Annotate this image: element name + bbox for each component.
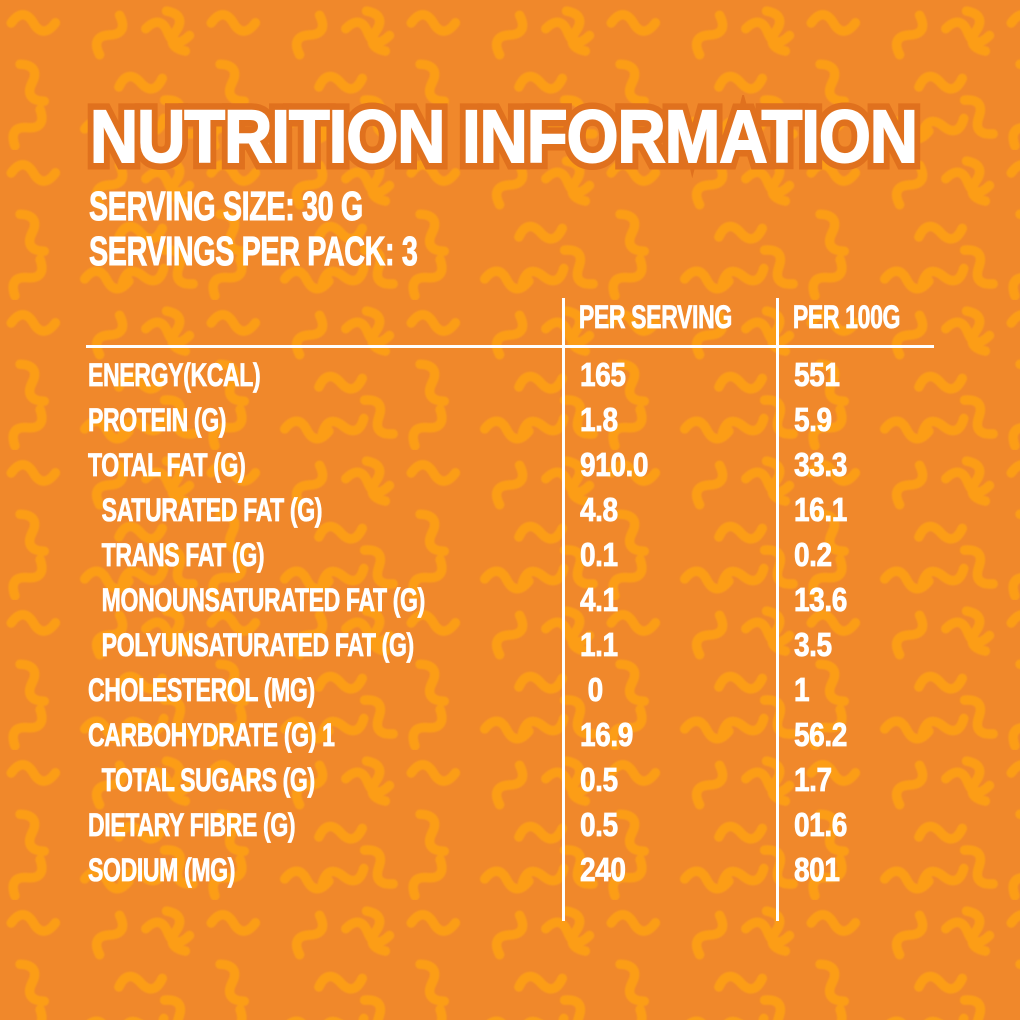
value-per-100g: 33.3 <box>794 446 848 483</box>
row-label: MONOUNSATURATED FAT (G) <box>101 581 425 618</box>
value-per-100g: 1 <box>794 671 810 708</box>
value-per-serving: 0.1 <box>580 536 619 573</box>
value-per-serving: 16.9 <box>580 716 634 753</box>
row-label: TOTAL FAT (G) <box>88 446 246 483</box>
value-per-100g: 56.2 <box>794 716 848 753</box>
table-row-polyunsaturated-fat: POLYUNSATURATED FAT (G) 1.1 3.5 <box>88 622 934 667</box>
page-title-outline: NUTRITION INFORMATION <box>83 92 924 181</box>
value-per-serving: 0.5 <box>580 806 619 843</box>
page-title-text: NUTRITION INFORMATION <box>89 95 919 178</box>
value-per-100g: 13.6 <box>794 581 848 618</box>
table-row-cholesterol: CHOLESTEROL (MG) 0 1 <box>88 667 934 712</box>
page-title: NUTRITION INFORMATION NUTRITION INFORMAT… <box>83 92 924 181</box>
row-label: PROTEIN (G) <box>88 401 227 438</box>
table-row-energy: ENERGY(KCAL) 165 551 <box>88 352 934 397</box>
table-row-saturated-fat: SATURATED FAT (G) 4.8 16.1 <box>88 487 934 532</box>
row-label: SATURATED FAT (G) <box>101 491 323 528</box>
value-per-serving: 4.1 <box>580 581 619 618</box>
column-header-per-serving: PER SERVING <box>578 298 733 335</box>
serving-size-line: SERVING SIZE: 30 G <box>89 183 364 229</box>
table-row-trans-fat: TRANS FAT (G) 0.1 0.2 <box>88 532 934 577</box>
value-per-100g: 5.9 <box>794 401 833 438</box>
row-label: ENERGY(KCAL) <box>88 356 261 393</box>
row-label: SODIUM (MG) <box>88 851 236 888</box>
value-per-serving: 1.1 <box>580 626 619 663</box>
header-divider-line <box>86 345 934 348</box>
servings-per-pack-line: SERVINGS PER PACK: 3 <box>89 228 419 274</box>
row-label: CARBOHYDRATE (G) 1 <box>88 716 335 753</box>
value-per-100g: 1.7 <box>794 761 833 798</box>
value-per-serving: 4.8 <box>580 491 619 528</box>
column-divider-per-serving <box>562 298 565 921</box>
value-per-serving: 910.0 <box>580 446 649 483</box>
table-row-carbohydrate: CARBOHYDRATE (G) 1 16.9 56.2 <box>88 712 934 757</box>
table-row-dietary-fibre: DIETARY FIBRE (G) 0.5 01.6 <box>88 802 934 847</box>
row-label: CHOLESTEROL (MG) <box>88 671 316 708</box>
table-row-total-sugars: TOTAL SUGARS (G) 0.5 1.7 <box>88 757 934 802</box>
row-label: DIETARY FIBRE (G) <box>88 806 296 843</box>
table-row-protein: PROTEIN (G) 1.8 5.9 <box>88 397 934 442</box>
row-label: TOTAL SUGARS (G) <box>101 761 315 798</box>
value-per-100g: 16.1 <box>794 491 848 528</box>
value-per-100g: 0.2 <box>794 536 833 573</box>
column-divider-per-100g <box>776 298 779 921</box>
row-label: TRANS FAT (G) <box>101 536 265 573</box>
value-per-100g: 801 <box>794 851 841 888</box>
value-per-100g: 3.5 <box>794 626 833 663</box>
value-per-serving: 240 <box>580 851 627 888</box>
value-per-100g: 551 <box>794 356 841 393</box>
value-per-serving: 0.5 <box>580 761 619 798</box>
value-per-100g: 01.6 <box>794 806 848 843</box>
value-per-serving: 0 <box>587 671 603 708</box>
table-row-monounsaturated-fat: MONOUNSATURATED FAT (G) 4.1 13.6 <box>88 577 934 622</box>
table-header-row: PER SERVING PER 100G <box>88 294 934 339</box>
value-per-serving: 165 <box>580 356 627 393</box>
table-row-total-fat: TOTAL FAT (G) 910.0 33.3 <box>88 442 934 487</box>
value-per-serving: 1.8 <box>580 401 619 438</box>
table-row-sodium: SODIUM (MG) 240 801 <box>88 847 934 892</box>
row-label: POLYUNSATURATED FAT (G) <box>101 626 414 663</box>
column-header-per-100g: PER 100G <box>792 298 901 335</box>
